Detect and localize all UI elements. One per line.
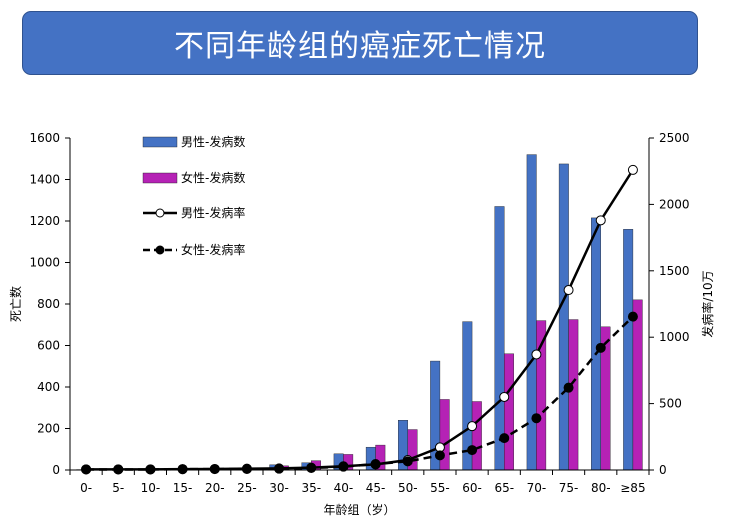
- y-tick-label-right: 2500: [659, 131, 690, 145]
- y-tick-label-right: 1000: [659, 330, 690, 344]
- bar: [568, 319, 579, 471]
- data-point: [274, 463, 285, 474]
- bar-series-female: [85, 299, 643, 471]
- data-point: [595, 215, 606, 226]
- legend-swatch: [142, 136, 178, 148]
- data-point: [531, 413, 542, 424]
- data-point: [113, 464, 124, 475]
- legend-marker: [155, 245, 165, 255]
- x-axis-title: 年龄组（岁）: [323, 502, 395, 517]
- y-tick-label-left: 1200: [29, 214, 60, 228]
- x-tick-label: 25-: [237, 481, 257, 495]
- data-point: [595, 342, 606, 353]
- data-point: [338, 461, 349, 472]
- data-point: [241, 463, 252, 474]
- bar: [471, 401, 482, 471]
- x-tick-label: 10-: [141, 481, 161, 495]
- bar: [632, 299, 643, 471]
- line-series-female: [81, 311, 638, 475]
- legend-item: 女性-发病数: [142, 170, 245, 185]
- x-tick-label: 35-: [301, 481, 321, 495]
- y-tick-label-left: 800: [37, 297, 60, 311]
- x-tick-label: 60-: [462, 481, 482, 495]
- y-tick-label-right: 2000: [659, 197, 690, 211]
- y-tick-label-left: 0: [52, 463, 60, 477]
- data-point: [81, 464, 92, 475]
- data-point: [434, 450, 445, 461]
- line-series-male: [81, 164, 638, 475]
- y-tick-label-left: 1400: [29, 173, 60, 187]
- data-point: [467, 445, 478, 456]
- x-tick-label: 5-: [112, 481, 124, 495]
- legend-label: 女性-发病率: [181, 242, 245, 257]
- y-axis-title-left: 死亡数: [8, 286, 23, 322]
- y-tick-label-left: 1600: [29, 131, 60, 145]
- data-point: [563, 285, 574, 296]
- data-point: [467, 421, 478, 432]
- data-point: [177, 464, 188, 475]
- y-tick-label-left: 400: [37, 380, 60, 394]
- x-tick-label: 40-: [334, 481, 354, 495]
- bar: [504, 353, 514, 471]
- legend-marker: [155, 208, 165, 218]
- data-point: [145, 464, 156, 475]
- data-point: [306, 463, 317, 474]
- x-tick-label: 70-: [527, 481, 547, 495]
- data-point: [627, 164, 638, 175]
- y-tick-label-left: 600: [37, 339, 60, 353]
- x-tick-label: 80-: [591, 481, 611, 495]
- data-point: [499, 391, 510, 402]
- y-tick-label-right: 0: [659, 463, 667, 477]
- x-tick-label: 65-: [494, 481, 514, 495]
- x-tick-label: ≥85: [620, 481, 645, 495]
- series-line: [86, 315, 634, 471]
- data-point: [627, 311, 638, 322]
- y-tick-label-right: 500: [659, 397, 682, 411]
- legend-item: 男性-发病率: [143, 205, 245, 220]
- y-tick-label-right: 1500: [659, 264, 690, 278]
- x-tick-label: 50-: [398, 481, 418, 495]
- bar: [558, 163, 569, 471]
- data-point: [402, 456, 413, 467]
- data-point: [370, 459, 381, 470]
- x-tick-label: 15-: [173, 481, 193, 495]
- legend-label: 男性-发病数: [181, 134, 245, 149]
- bar: [623, 229, 634, 471]
- series-line: [86, 169, 634, 471]
- x-tick-label: 20-: [205, 481, 225, 495]
- bar-series-male: [76, 154, 634, 471]
- title-banner: 不同年龄组的癌症死亡情况: [22, 11, 698, 75]
- legend-item: 男性-发病数: [142, 134, 245, 149]
- x-tick-label: 55-: [430, 481, 450, 495]
- legend-swatch: [142, 172, 178, 184]
- data-point: [563, 382, 574, 393]
- x-tick-label: 45-: [366, 481, 386, 495]
- data-point: [209, 464, 220, 475]
- x-tick-label: 0-: [80, 481, 92, 495]
- x-tick-label: 30-: [269, 481, 289, 495]
- y-axis-title-right: 发病率/10万: [700, 270, 715, 337]
- x-tick-label: 75-: [559, 481, 579, 495]
- legend-label: 男性-发病率: [181, 205, 245, 220]
- y-tick-label-left: 1000: [29, 256, 60, 270]
- data-point: [499, 433, 510, 444]
- page-title: 不同年龄组的癌症死亡情况: [174, 29, 546, 64]
- y-tick-label-left: 200: [37, 422, 60, 436]
- legend-label: 女性-发病数: [181, 170, 245, 185]
- data-point: [531, 349, 542, 360]
- legend-item: 女性-发病率: [143, 242, 245, 257]
- bar: [494, 206, 505, 471]
